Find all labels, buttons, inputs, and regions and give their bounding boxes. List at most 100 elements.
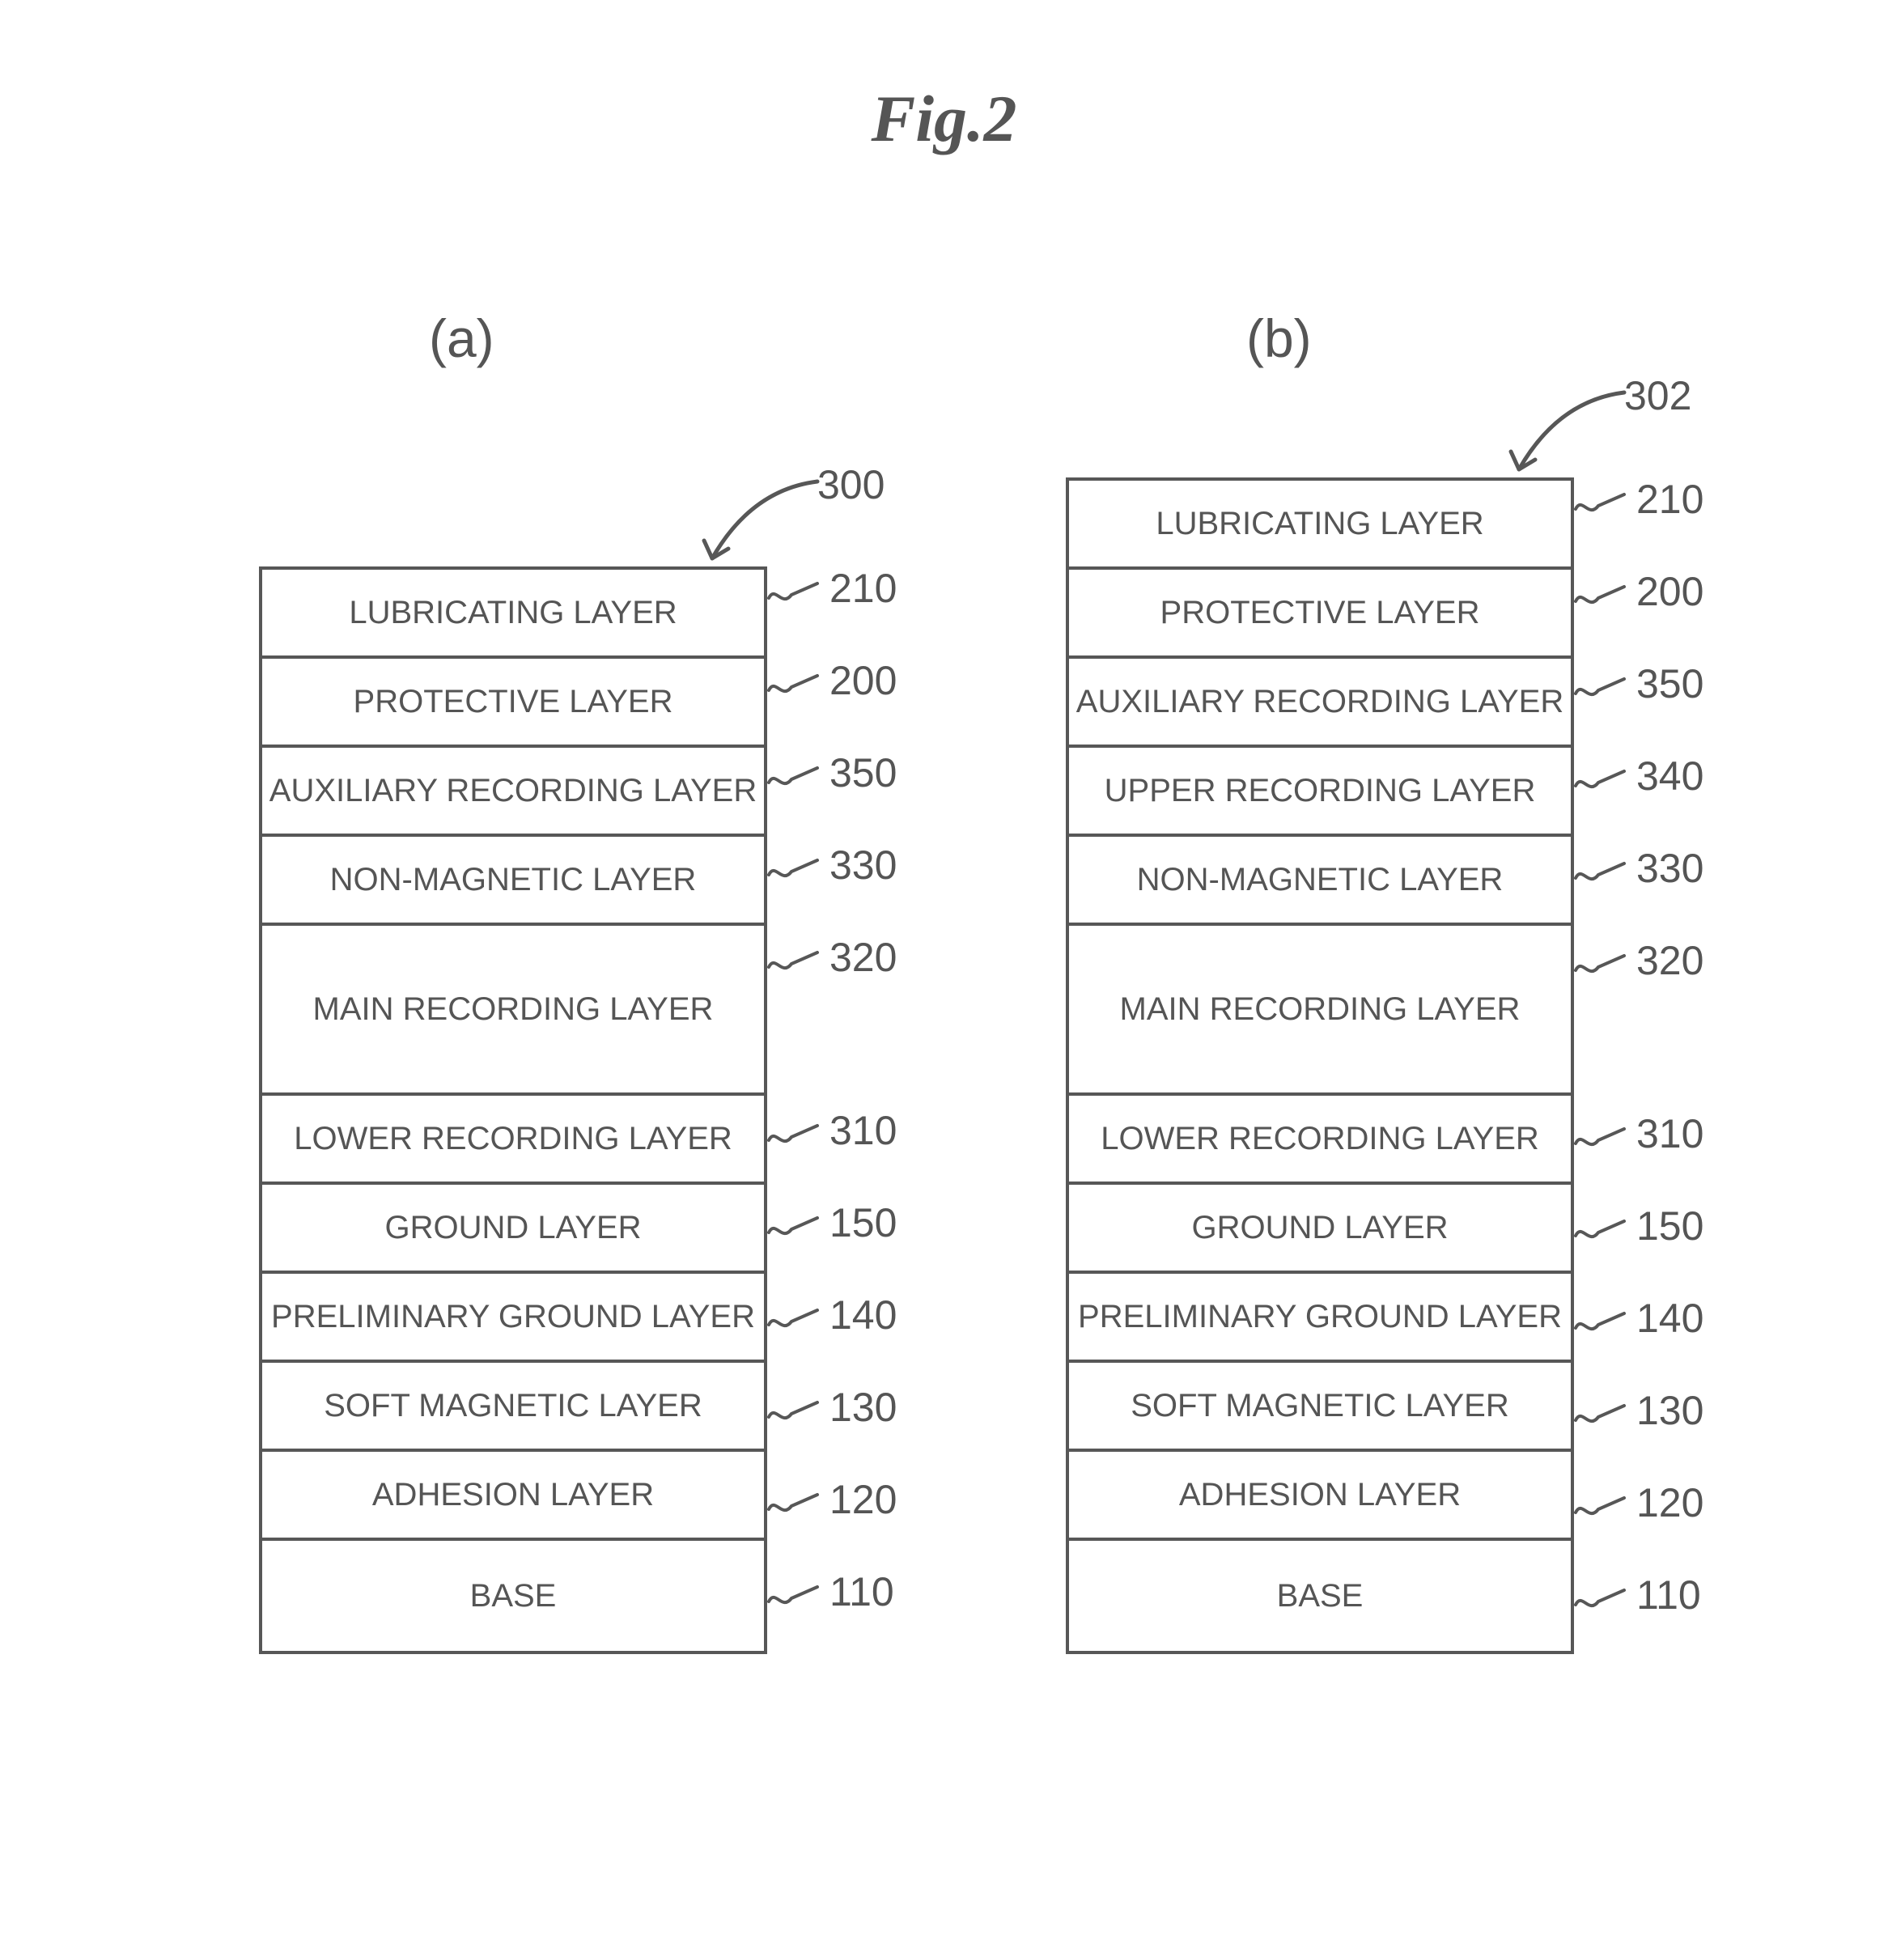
leader-icon — [767, 575, 824, 618]
leader-icon — [1574, 1212, 1631, 1256]
layer: ADHESION LAYER — [262, 1452, 764, 1541]
leader-icon — [767, 1301, 824, 1345]
ref-label: 310 — [1636, 1110, 1703, 1157]
stack-a: LUBRICATING LAYER PROTECTIVE LAYER AUXILIA… — [259, 566, 767, 1654]
layer: SOFT MAGNETIC LAYER — [1069, 1363, 1571, 1452]
layer-label: NON-MAGNETIC LAYER — [330, 863, 697, 897]
leader-icon — [767, 1394, 824, 1437]
ref-label: 140 — [1636, 1295, 1703, 1342]
ref-label: 120 — [1636, 1479, 1703, 1526]
layer: UPPER RECORDING LAYER — [1069, 748, 1571, 837]
leader-icon — [767, 1117, 824, 1160]
layer-label: GROUND LAYER — [384, 1211, 641, 1245]
layer: ADHESION LAYER — [1069, 1452, 1571, 1541]
layer-label: UPPER RECORDING LAYER — [1105, 774, 1536, 808]
ref-label: 320 — [829, 934, 897, 981]
ref-label: 150 — [829, 1199, 897, 1246]
layer-label: SOFT MAGNETIC LAYER — [324, 1389, 702, 1423]
layer: BASE — [1069, 1541, 1571, 1654]
ref-label: 200 — [829, 657, 897, 704]
stack-b: LUBRICATING LAYER PROTECTIVE LAYER AUXILIA… — [1066, 477, 1574, 1654]
leader-icon — [767, 851, 824, 895]
leader-icon — [767, 1209, 824, 1253]
ref-label: 110 — [1636, 1572, 1701, 1618]
layer-label: GROUND LAYER — [1191, 1211, 1448, 1245]
layer-label: PRELIMINARY GROUND LAYER — [271, 1300, 755, 1334]
ref-label: 320 — [1636, 937, 1703, 984]
layer-label: PROTECTIVE LAYER — [1160, 596, 1480, 630]
layer-label: BASE — [1277, 1579, 1364, 1613]
leader-icon — [767, 944, 824, 987]
layer-label: PROTECTIVE LAYER — [354, 685, 673, 719]
leader-icon — [1574, 1305, 1631, 1348]
layer: BASE — [262, 1541, 764, 1654]
leader-icon — [767, 667, 824, 711]
leader-icon — [767, 1486, 824, 1529]
layer: NON-MAGNETIC LAYER — [262, 837, 764, 926]
leader-icon — [1574, 1489, 1631, 1533]
ref-label: 350 — [1636, 660, 1703, 707]
layer: LOWER RECORDING LAYER — [262, 1096, 764, 1185]
layer: NON-MAGNETIC LAYER — [1069, 837, 1571, 926]
layer: LUBRICATING LAYER — [262, 570, 764, 659]
layer-label: SOFT MAGNETIC LAYER — [1131, 1389, 1508, 1423]
layer-label: LOWER RECORDING LAYER — [1101, 1122, 1539, 1156]
ref-label: 150 — [1636, 1203, 1703, 1249]
ref-label: 140 — [829, 1292, 897, 1338]
ref-label: 310 — [829, 1107, 897, 1154]
leader-icon — [767, 1578, 824, 1622]
ref-label: 340 — [1636, 753, 1703, 800]
stack-a-id: 300 — [817, 461, 885, 508]
page: Fig.2 (a) (b) 300 LUBRICATING LAYER PROTE… — [0, 0, 1888, 1960]
ref-label: 350 — [829, 749, 897, 796]
stack-b-wrapper: 302 LUBRICATING LAYERPROTECTIVE LAYERAUX… — [1066, 477, 1568, 1654]
ref-label: 330 — [829, 842, 897, 889]
layer: GROUND LAYER — [1069, 1185, 1571, 1274]
layer: SOFT MAGNETIC LAYER — [262, 1363, 764, 1452]
layer: MAIN RECORDING LAYER — [262, 926, 764, 1096]
layer-label: LUBRICATING LAYER — [1156, 507, 1483, 541]
layer-label: BASE — [470, 1579, 557, 1613]
subfigure-label-a: (a) — [429, 308, 494, 369]
layer: LOWER RECORDING LAYER — [1069, 1096, 1571, 1185]
ref-label: 210 — [829, 565, 897, 612]
ref-label: 110 — [829, 1568, 894, 1615]
layer: PROTECTIVE LAYER — [262, 659, 764, 748]
layer: AUXILIARY RECORDING LAYER — [1069, 659, 1571, 748]
ref-label: 130 — [829, 1384, 897, 1431]
leader-icon — [1574, 947, 1631, 991]
figure-title: Fig.2 — [0, 81, 1888, 157]
stack-b-id: 302 — [1624, 372, 1691, 419]
leader-icon — [1574, 1120, 1631, 1164]
leader-icon — [1574, 670, 1631, 714]
layer-label: LUBRICATING LAYER — [349, 596, 677, 630]
subfigure-label-b: (b) — [1246, 308, 1312, 369]
layer: MAIN RECORDING LAYER — [1069, 926, 1571, 1096]
stack-a-wrapper: 300 LUBRICATING LAYERPROTECTIVE LAYERAUX… — [259, 566, 761, 1654]
ref-label: 210 — [1636, 476, 1703, 523]
leader-icon — [1574, 486, 1631, 529]
layer-label: AUXILIARY RECORDING LAYER — [269, 774, 757, 808]
leader-icon — [1574, 1581, 1631, 1625]
leader-icon — [1574, 762, 1631, 806]
layer: PRELIMINARY GROUND LAYER — [262, 1274, 764, 1363]
layer-label: MAIN RECORDING LAYER — [1120, 992, 1521, 1026]
layer: PROTECTIVE LAYER — [1069, 570, 1571, 659]
ref-label: 200 — [1636, 568, 1703, 615]
ref-label: 330 — [1636, 845, 1703, 892]
ref-label: 130 — [1636, 1387, 1703, 1434]
layer-label: PRELIMINARY GROUND LAYER — [1078, 1300, 1562, 1334]
leader-icon — [767, 759, 824, 803]
leader-icon — [1574, 855, 1631, 898]
layer-label: NON-MAGNETIC LAYER — [1137, 863, 1504, 897]
ref-label: 120 — [829, 1476, 897, 1523]
layer-label: MAIN RECORDING LAYER — [313, 992, 714, 1026]
layer: GROUND LAYER — [262, 1185, 764, 1274]
layer: PRELIMINARY GROUND LAYER — [1069, 1274, 1571, 1363]
leader-icon — [1574, 578, 1631, 622]
layer-label: ADHESION LAYER — [1179, 1478, 1461, 1512]
layer-label: AUXILIARY RECORDING LAYER — [1076, 685, 1563, 719]
leader-icon — [1574, 1397, 1631, 1440]
layer-label: LOWER RECORDING LAYER — [294, 1122, 732, 1156]
layer: AUXILIARY RECORDING LAYER — [262, 748, 764, 837]
